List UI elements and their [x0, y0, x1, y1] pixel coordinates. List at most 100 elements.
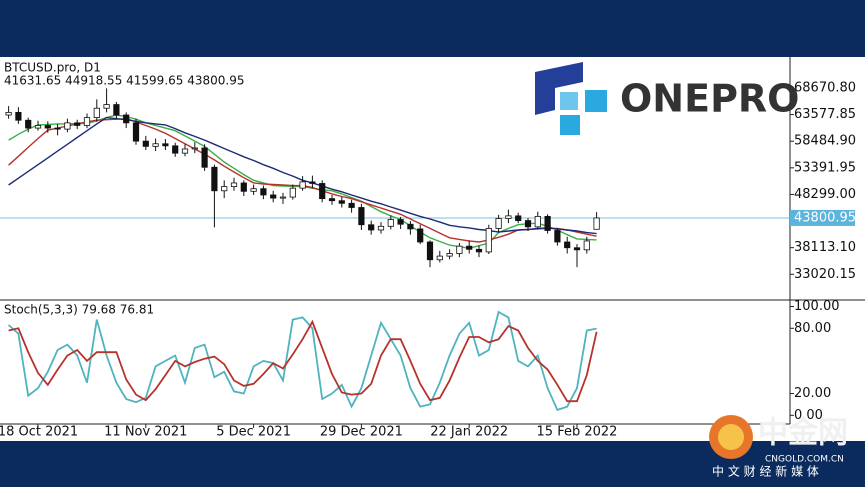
x-tick-label: 29 Dec 2021 [320, 425, 403, 440]
candle-body [456, 245, 463, 254]
candle-body [299, 181, 306, 189]
candle-body [54, 127, 61, 130]
candle-body [211, 166, 218, 192]
candle-body [593, 217, 600, 230]
candle-body [201, 147, 208, 168]
candle-body [495, 218, 502, 229]
last-price-label: 43800.95 [794, 210, 856, 225]
y-tick-label: 0.00 [794, 408, 823, 423]
x-tick-label: 15 Feb 2022 [537, 425, 618, 440]
onepro-logo: ONEPRO [535, 62, 799, 135]
candle-body [83, 117, 91, 126]
candle-body [103, 104, 110, 109]
candle-body [573, 247, 581, 251]
candle-body [564, 241, 571, 249]
logo-text: ONEPRO [620, 77, 799, 121]
candle-body [240, 182, 247, 192]
chart-title: BTCUSD.pro, D1 [4, 61, 101, 75]
x-tick-label: 18 Oct 2021 [0, 425, 78, 440]
tagline: 中 文 财 经 新 媒 体 [712, 464, 819, 479]
candle-body [132, 122, 140, 142]
y-tick-label: 48299.00 [794, 187, 856, 202]
x-tick-label: 11 Nov 2021 [104, 425, 187, 440]
candle-body [123, 114, 130, 124]
candle-body [426, 241, 434, 261]
candle-body [221, 186, 228, 192]
domain: CNGOLD.COM.CN [765, 455, 844, 465]
logo-shape [560, 115, 580, 135]
candle-body [515, 215, 522, 221]
candle-body [260, 188, 267, 196]
candle-body [397, 219, 404, 225]
candle-body [446, 253, 453, 257]
candle-body [368, 224, 375, 231]
stoch-line [8, 319, 598, 403]
candle-body [475, 248, 483, 253]
candle-body [34, 125, 42, 129]
y-tick-label: 80.00 [794, 321, 831, 336]
candle-body [387, 219, 394, 227]
candle-body [191, 147, 198, 150]
candle-body [230, 182, 238, 188]
last-price-box [790, 209, 855, 226]
ohlc-readout: 41631.65 44918.55 41599.65 43800.95 [4, 74, 244, 88]
candle-body [348, 202, 355, 208]
candle-body [358, 207, 365, 226]
candle-body [466, 245, 473, 250]
x-tick-label: 5 Dec 2021 [216, 425, 291, 440]
logo-shape [535, 62, 583, 115]
y-tick-label: 63577.85 [794, 107, 856, 122]
logo-shape [585, 90, 607, 112]
candle-body [338, 200, 345, 204]
y-tick-label: 68670.80 [794, 80, 856, 95]
indicator-title: Stoch(5,3,3) 79.68 76.81 [4, 303, 154, 317]
candle-body [172, 145, 179, 154]
candle-body [279, 196, 287, 199]
stoch-line [8, 310, 597, 412]
candle-body [554, 230, 561, 243]
candle-body [15, 111, 22, 121]
candle-body [74, 122, 81, 126]
candle-body [544, 215, 551, 231]
candle-body [152, 143, 159, 147]
candle-body [142, 140, 149, 147]
candle-body [309, 181, 316, 184]
y-tick-label: 38113.10 [794, 240, 856, 255]
candle-body [328, 198, 336, 202]
candle-body [250, 188, 257, 192]
candle-body [319, 183, 326, 200]
brand: 中金网 [758, 416, 848, 451]
candle-body [377, 225, 385, 231]
candle-body [407, 223, 414, 230]
candle-body [524, 220, 532, 228]
candle-body [25, 119, 32, 129]
y-tick-label: 53391.95 [794, 160, 856, 175]
logo-shape [560, 92, 578, 110]
candle-body [162, 143, 169, 147]
y-tick-label: 33020.15 [794, 267, 856, 282]
candle-body [534, 215, 541, 228]
top-bar [0, 0, 865, 57]
candle-body [485, 228, 492, 253]
x-tick-label: 22 Jan 2022 [430, 425, 508, 440]
candle-body [93, 107, 100, 119]
candle-body [44, 125, 51, 129]
y-tick-label: 100.00 [794, 299, 840, 314]
candle-body [436, 255, 443, 261]
candle-body [64, 122, 71, 130]
candle-body [113, 104, 120, 116]
candle-body [417, 228, 424, 243]
y-tick-label: 58484.90 [794, 134, 856, 149]
candle-body [181, 148, 189, 154]
candle-body [583, 240, 590, 251]
y-tick-label: 20.00 [794, 386, 831, 401]
candle-body [5, 111, 12, 116]
logo-circle [718, 424, 744, 450]
cngold-logo: 中金网 CNGOLD.COM.CN 中 文 财 经 新 媒 体 [709, 415, 848, 479]
candle-body [270, 194, 277, 199]
candle-body [505, 215, 512, 219]
candle-body [289, 187, 296, 198]
